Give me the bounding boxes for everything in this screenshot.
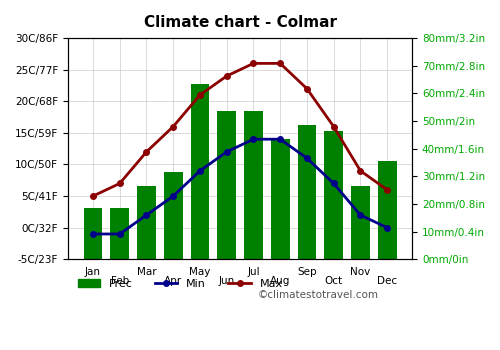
Bar (271, 139, 289, 259)
Bar (137, 186, 156, 259)
Text: Apr: Apr (164, 276, 182, 286)
Text: Jun: Jun (218, 276, 235, 286)
Text: Oct: Oct (324, 276, 342, 286)
Bar (298, 125, 316, 259)
Bar (84, 208, 102, 259)
Bar (378, 161, 396, 259)
Bar (190, 84, 210, 259)
Text: Sep: Sep (297, 267, 316, 277)
Text: ©climatestotravel.com: ©climatestotravel.com (258, 290, 378, 300)
Bar (351, 186, 370, 259)
Text: Nov: Nov (350, 267, 370, 277)
Text: Dec: Dec (377, 276, 397, 286)
Title: Climate chart - Colmar: Climate chart - Colmar (144, 15, 336, 30)
Text: Feb: Feb (110, 276, 129, 286)
Text: Mar: Mar (136, 267, 156, 277)
Bar (324, 131, 343, 259)
Bar (218, 111, 236, 259)
Legend: Prec, Min, Max: Prec, Min, Max (74, 275, 287, 294)
Text: Aug: Aug (270, 276, 290, 286)
Bar (164, 172, 182, 259)
Text: May: May (190, 267, 210, 277)
Bar (244, 111, 263, 259)
Text: Jan: Jan (85, 267, 101, 277)
Text: Jul: Jul (247, 267, 260, 277)
Bar (110, 208, 129, 259)
